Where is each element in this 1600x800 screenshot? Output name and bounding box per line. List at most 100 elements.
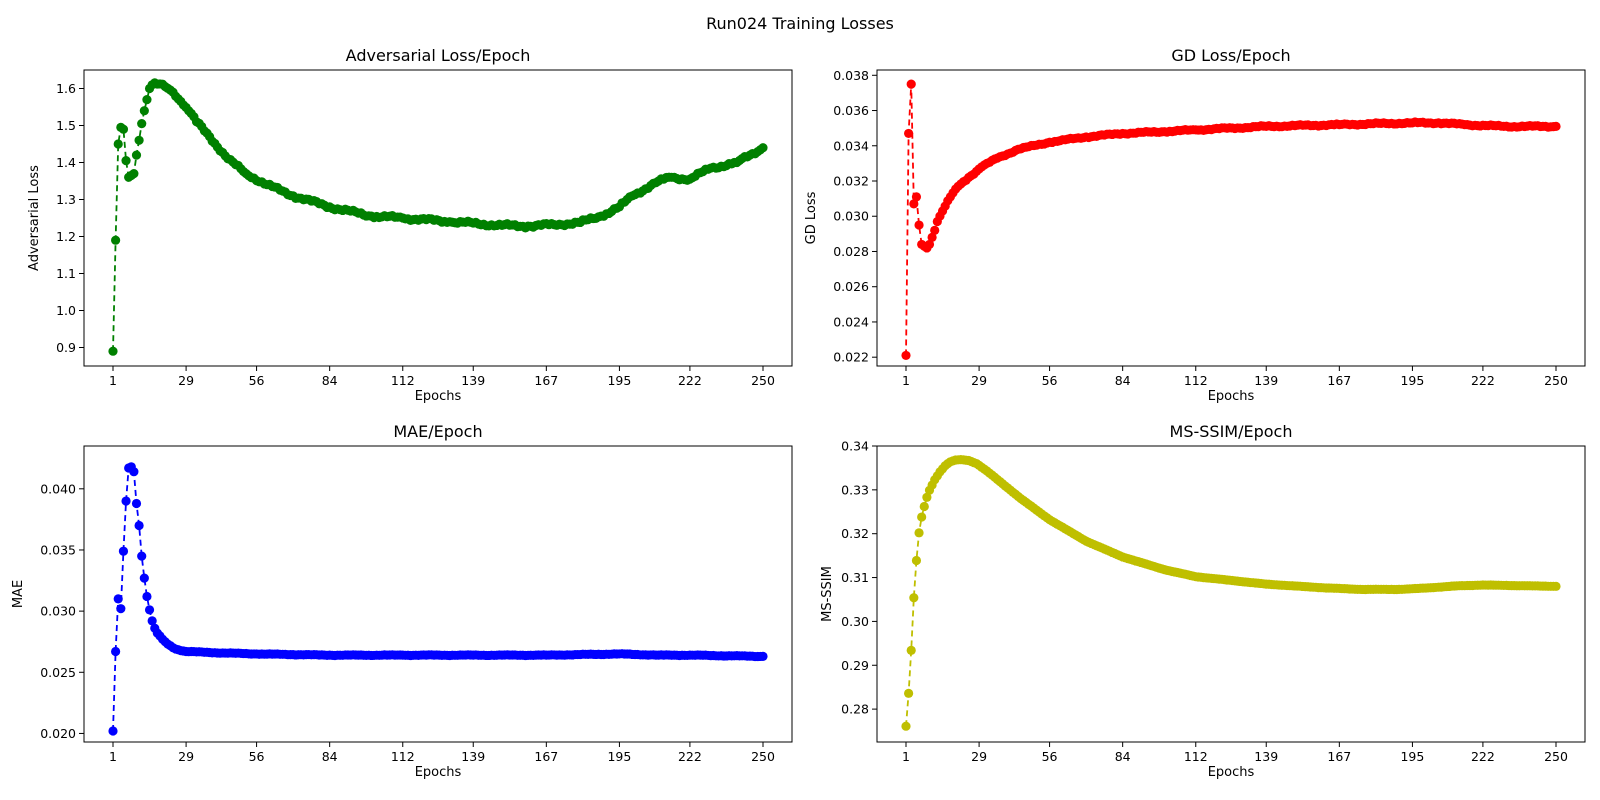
x-tick-label: 1 — [109, 373, 117, 388]
data-point — [134, 135, 144, 145]
y-tick-label: 0.34 — [841, 439, 869, 454]
y-tick-label: 1.5 — [56, 118, 76, 133]
x-tick-label: 1 — [902, 749, 910, 764]
y-tick-label: 0.034 — [833, 138, 869, 153]
data-point — [917, 512, 927, 522]
x-tick-label: 222 — [1471, 373, 1495, 388]
data-point — [904, 688, 914, 698]
data-point — [137, 119, 147, 129]
x-tick-label: 1 — [109, 749, 117, 764]
x-tick-label: 84 — [1115, 373, 1131, 388]
x-tick-label: 84 — [1115, 749, 1131, 764]
data-point — [142, 591, 152, 602]
data-point — [111, 235, 121, 245]
x-tick-label: 112 — [1184, 373, 1208, 388]
y-tick-label: 0.32 — [841, 526, 869, 541]
x-tick-label: 250 — [751, 373, 775, 388]
y-tick-label: 0.038 — [833, 68, 869, 83]
subplot-gd-loss-epoch: GD Loss/Epoch 1 29 56 84 112 139 167 195 222 250 0.… — [804, 46, 1586, 404]
x-tick-label: 139 — [461, 373, 485, 388]
data-point — [113, 594, 123, 604]
data-point — [118, 124, 129, 134]
x-tick-label: 250 — [1544, 373, 1568, 388]
x-tick-label: 167 — [1327, 373, 1351, 388]
y-tick-label: 0.026 — [833, 279, 869, 294]
series-line — [905, 458, 1557, 727]
x-tick-label: 112 — [391, 749, 415, 764]
data-point — [108, 726, 118, 736]
series-adversarial-loss-epoch — [108, 78, 768, 356]
y-tick-label: 1.0 — [56, 303, 76, 318]
y-tick-label: 1.1 — [56, 266, 76, 281]
x-tick-label: 139 — [1254, 373, 1278, 388]
data-point — [134, 520, 144, 531]
data-point — [108, 346, 118, 356]
series-ms-ssim-epoch — [901, 454, 1561, 731]
data-point — [901, 721, 911, 731]
data-point — [111, 646, 121, 657]
data-point — [911, 192, 922, 202]
y-tick-label: 0.032 — [833, 174, 869, 189]
data-point — [139, 106, 149, 116]
data-point — [147, 616, 157, 626]
data-point — [113, 139, 123, 149]
y-tick-label: 0.024 — [833, 314, 869, 329]
x-tick-label: 167 — [534, 749, 558, 764]
data-point — [131, 150, 142, 160]
figure-title: Run024 Training Losses — [706, 14, 894, 33]
plot-frame — [83, 445, 793, 743]
y-axis-label: GD Loss — [804, 191, 819, 244]
subplot-title: Adversarial Loss/Epoch — [346, 46, 531, 65]
y-axis-label: MAE — [11, 580, 26, 608]
x-tick-label: 56 — [1042, 749, 1058, 764]
data-point — [121, 156, 131, 166]
data-point — [758, 651, 768, 661]
data-point — [919, 501, 929, 512]
y-tick-label: 0.035 — [40, 542, 76, 557]
x-axis-label: Epochs — [1208, 765, 1255, 780]
data-point — [901, 350, 911, 361]
x-tick-label: 112 — [391, 373, 415, 388]
x-tick-label: 1 — [902, 373, 910, 388]
data-point — [904, 128, 914, 139]
series-mae-epoch — [108, 462, 768, 736]
x-tick-label: 195 — [607, 749, 631, 764]
x-tick-label: 250 — [751, 749, 775, 764]
y-tick-label: 0.022 — [833, 350, 869, 365]
data-point — [924, 239, 935, 250]
data-point — [930, 225, 940, 235]
x-tick-label: 56 — [249, 749, 265, 764]
series-gd-loss-epoch — [901, 79, 1561, 361]
x-tick-label: 29 — [178, 749, 194, 764]
y-tick-label: 0.28 — [841, 702, 869, 717]
data-point — [129, 467, 139, 477]
x-tick-label: 29 — [178, 373, 194, 388]
y-tick-label: 0.9 — [56, 340, 76, 355]
x-tick-label: 195 — [1400, 373, 1424, 388]
data-point — [914, 528, 924, 538]
data-point — [1551, 121, 1561, 131]
y-tick-label: 0.30 — [841, 614, 869, 629]
data-point — [906, 645, 916, 655]
subplot-adversarial-loss-epoch: Adversarial Loss/Epoch 1 29 56 84 112 139 167 19… — [27, 46, 793, 404]
data-point — [909, 593, 919, 603]
y-tick-label: 1.3 — [56, 192, 76, 207]
y-tick-label: 0.31 — [841, 570, 869, 585]
subplots-grid: Adversarial Loss/Epoch 1 29 56 84 112 139 167 19… — [11, 46, 1586, 780]
y-tick-label: 0.020 — [40, 726, 76, 741]
y-tick-label: 1.6 — [56, 81, 76, 96]
y-tick-label: 1.4 — [56, 155, 76, 170]
y-axis-label: MS-SSIM — [820, 566, 835, 622]
x-tick-label: 167 — [1327, 749, 1351, 764]
x-tick-label: 84 — [322, 373, 338, 388]
data-point — [922, 492, 932, 502]
data-point — [914, 220, 924, 230]
x-tick-label: 139 — [461, 749, 485, 764]
data-point — [927, 232, 937, 242]
x-tick-label: 195 — [1400, 749, 1424, 764]
plot-frame — [876, 445, 1586, 743]
y-tick-label: 1.2 — [56, 229, 76, 244]
data-point — [139, 573, 149, 583]
data-point — [131, 498, 142, 509]
subplot-mae-epoch: MAE/Epoch 1 29 56 84 112 139 167 195 222 250 0.020 0… — [11, 422, 793, 780]
